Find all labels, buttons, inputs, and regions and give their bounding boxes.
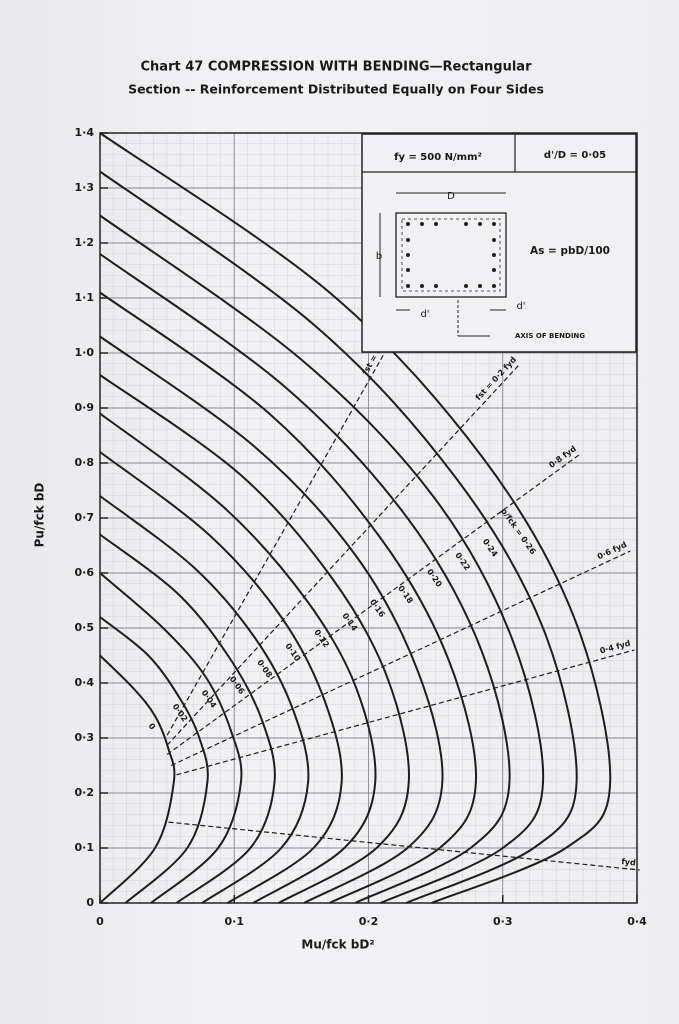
curve xyxy=(99,451,343,904)
inset: fy = 500 N/mm² d'/D = 0·05 D b d' d' As … xyxy=(361,133,637,353)
x-axis-label: Mu/fck bD² xyxy=(301,938,374,952)
bar-cage xyxy=(401,218,501,292)
y-axis-label: Pu/fck bD xyxy=(33,483,47,548)
curve xyxy=(99,572,243,904)
x-tick-label: 0·2 xyxy=(359,915,379,928)
y-tick-label: 0·9 xyxy=(75,401,95,414)
curve xyxy=(99,132,612,904)
section xyxy=(395,212,507,298)
y-tick-label: 1·4 xyxy=(75,126,95,139)
curve xyxy=(99,335,444,904)
x-tick-label: 0·4 xyxy=(627,915,647,928)
curve xyxy=(99,214,545,904)
y-tick-label: 1·1 xyxy=(75,291,95,304)
y-tick-label: 0·1 xyxy=(75,841,95,854)
y-tick-label: 1·2 xyxy=(75,236,95,249)
bars xyxy=(406,222,496,288)
y-tick-label: 0·3 xyxy=(75,731,95,744)
reference-line xyxy=(168,821,640,871)
reference-line xyxy=(166,454,580,755)
x-tick-label: 0·1 xyxy=(225,915,245,928)
y-tick-label: 0·8 xyxy=(75,456,95,469)
y-tick-label: 1·0 xyxy=(75,346,95,359)
reference-line xyxy=(166,364,520,746)
reference-line xyxy=(170,550,631,767)
x-tick-label: 0·3 xyxy=(493,915,513,928)
curve xyxy=(99,616,209,904)
curve xyxy=(99,412,377,904)
reference-label: fyd xyxy=(621,857,637,867)
curve xyxy=(99,170,578,904)
curve xyxy=(99,291,477,904)
plot-frame xyxy=(99,132,638,904)
curve xyxy=(99,533,276,904)
y-tick-label: 1·3 xyxy=(75,181,95,194)
inset-fy: fy = 500 N/mm² xyxy=(394,152,482,163)
y-tick-label: 0·6 xyxy=(75,566,95,579)
dim-label: D xyxy=(447,191,455,202)
dim-label: d' xyxy=(516,301,525,312)
inset-area: As = pbD/100 xyxy=(530,245,610,257)
inset-ratio: d'/D = 0·05 xyxy=(544,150,606,161)
curve xyxy=(99,253,511,904)
curve xyxy=(99,654,176,904)
curve xyxy=(99,374,410,904)
y-tick-label: 0·4 xyxy=(75,676,95,689)
chart-subtitle: Section -- Reinforcement Distributed Equ… xyxy=(128,82,544,97)
inset-axis: AXIS OF BENDING xyxy=(515,332,585,340)
curve xyxy=(99,495,310,904)
chart-title: Chart 47 COMPRESSION WITH BENDING—Rectan… xyxy=(141,60,533,75)
x-tick-label: 0 xyxy=(96,915,104,928)
dim-label: b xyxy=(376,251,382,262)
y-tick-label: 0 xyxy=(86,896,94,909)
dim-label: d' xyxy=(420,309,429,320)
y-tick-label: 0·5 xyxy=(75,621,95,634)
curve-label: 0 xyxy=(146,722,157,732)
inset-box xyxy=(361,133,637,353)
y-tick-label: 0·7 xyxy=(75,511,95,524)
y-tick-label: 0·2 xyxy=(75,786,95,799)
